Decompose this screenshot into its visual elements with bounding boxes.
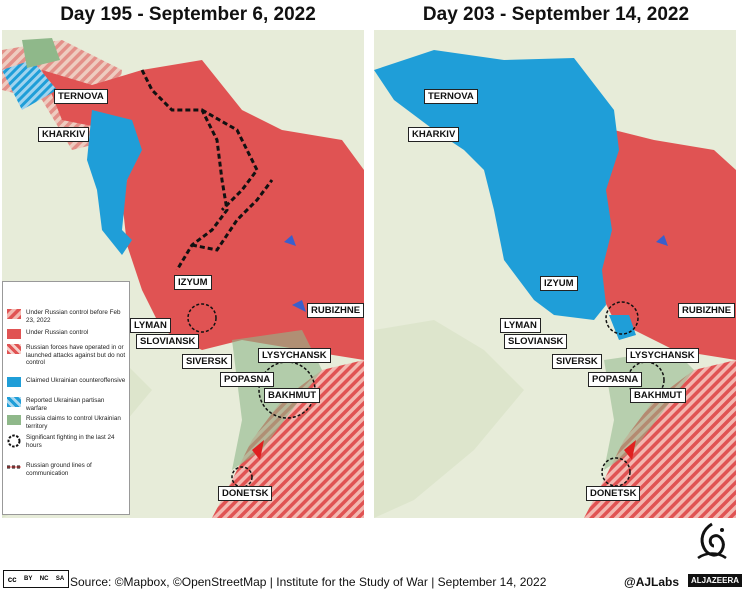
map-canvas-left <box>2 30 364 518</box>
legend-label: Russian ground lines of communication <box>26 462 92 477</box>
label-lyman: LYMAN <box>130 318 171 333</box>
cc-by-icon: BY <box>24 576 33 582</box>
cc-icon: cc <box>7 574 17 584</box>
legend-label: Under Russian control before Feb 23, 202… <box>26 309 121 324</box>
label-izyum: IZYUM <box>540 276 578 291</box>
label-lysychansk: LYSYCHANSK <box>258 348 331 363</box>
dashed-line-icon <box>7 465 21 469</box>
label-bakhmut: BAKHMUT <box>264 388 321 403</box>
legend-item-partisan-warfare: Reported Ukrainian partisan warfare <box>7 397 127 412</box>
label-lyman: LYMAN <box>500 318 541 333</box>
legend-item-russian-control: Under Russian control <box>7 329 127 339</box>
hatched-blue-swatch-icon <box>7 397 21 407</box>
label-sloviansk: SLOVIANSK <box>504 334 568 349</box>
label-siversk: SIVERSK <box>182 354 232 369</box>
blue-swatch-icon <box>7 377 21 387</box>
hatched-red-swatch-icon <box>7 309 21 319</box>
dashed-circle-icon <box>7 434 21 448</box>
source-credit: Source: ©Mapbox, ©OpenStreetMap | Instit… <box>70 575 547 589</box>
label-popasna: POPASNA <box>220 372 275 387</box>
label-kharkiv: KHARKIV <box>408 127 460 142</box>
label-donetsk: DONETSK <box>586 486 641 501</box>
legend-label: Reported Ukrainian partisan warfare <box>26 397 105 412</box>
legend-item-fighting: Significant fighting in the last 24 hour… <box>7 434 127 449</box>
map-legend: Under Russian control before Feb 23, 202… <box>2 281 130 515</box>
creative-commons-badge[interactable]: cc BY NC SA <box>3 570 69 588</box>
hatched-red-light-swatch-icon <box>7 344 21 354</box>
label-bakhmut: BAKHMUT <box>630 388 687 403</box>
label-siversk: SIVERSK <box>552 354 602 369</box>
cc-nc-icon: NC <box>39 576 49 582</box>
map-canvas-right <box>374 30 736 518</box>
label-ternova: TERNOVA <box>424 89 478 104</box>
label-ternova: TERNOVA <box>54 89 108 104</box>
label-sloviansk: SLOVIANSK <box>136 334 200 349</box>
red-swatch-icon <box>7 329 21 339</box>
legend-item-russia-claims: Russia claims to control Ukrainian terri… <box>7 415 127 430</box>
legend-label: Russian forces have operated in or launc… <box>26 344 126 366</box>
legend-label: Significant fighting in the last 24 hour… <box>26 434 115 449</box>
map-day-195[interactable]: TERNOVA KHARKIV IZYUM LYMAN SLOVIANSK RU… <box>2 30 364 518</box>
label-popasna: POPASNA <box>588 372 643 387</box>
label-rubizhne: RUBIZHNE <box>678 303 736 318</box>
label-kharkiv: KHARKIV <box>38 127 90 142</box>
map-day-203[interactable]: TERNOVA KHARKIV IZYUM LYMAN SLOVIANSK RU… <box>374 30 736 518</box>
map-title-left: Day 195 - September 6, 2022 <box>60 4 316 25</box>
legend-item-pre-war-control: Under Russian control before Feb 23, 202… <box>7 309 127 324</box>
aljazeera-logo-icon <box>697 522 727 560</box>
label-lysychansk: LYSYCHANSK <box>626 348 699 363</box>
legend-label: Russia claims to control Ukrainian terri… <box>26 415 121 430</box>
aljazeera-wordmark: ALJAZEERA <box>688 574 742 587</box>
legend-label: Under Russian control <box>26 329 89 336</box>
cc-sa-icon: SA <box>55 576 65 582</box>
legend-item-russian-attacks: Russian forces have operated in or launc… <box>7 344 127 367</box>
map-title-right: Day 203 - September 14, 2022 <box>422 4 690 25</box>
label-rubizhne: RUBIZHNE <box>307 303 364 318</box>
footer: cc BY NC SA Source: ©Mapbox, ©OpenStreet… <box>0 558 742 590</box>
legend-item-ground-lines: Russian ground lines of communication <box>7 462 127 477</box>
ajlabs-handle[interactable]: @AJLabs <box>624 575 680 589</box>
green-swatch-icon <box>7 415 21 425</box>
legend-label: Claimed Ukrainian counteroffensive <box>26 377 126 384</box>
label-izyum: IZYUM <box>174 275 212 290</box>
legend-item-ukrainian-counteroffensive: Claimed Ukrainian counteroffensive <box>7 377 127 387</box>
label-donetsk: DONETSK <box>218 486 273 501</box>
